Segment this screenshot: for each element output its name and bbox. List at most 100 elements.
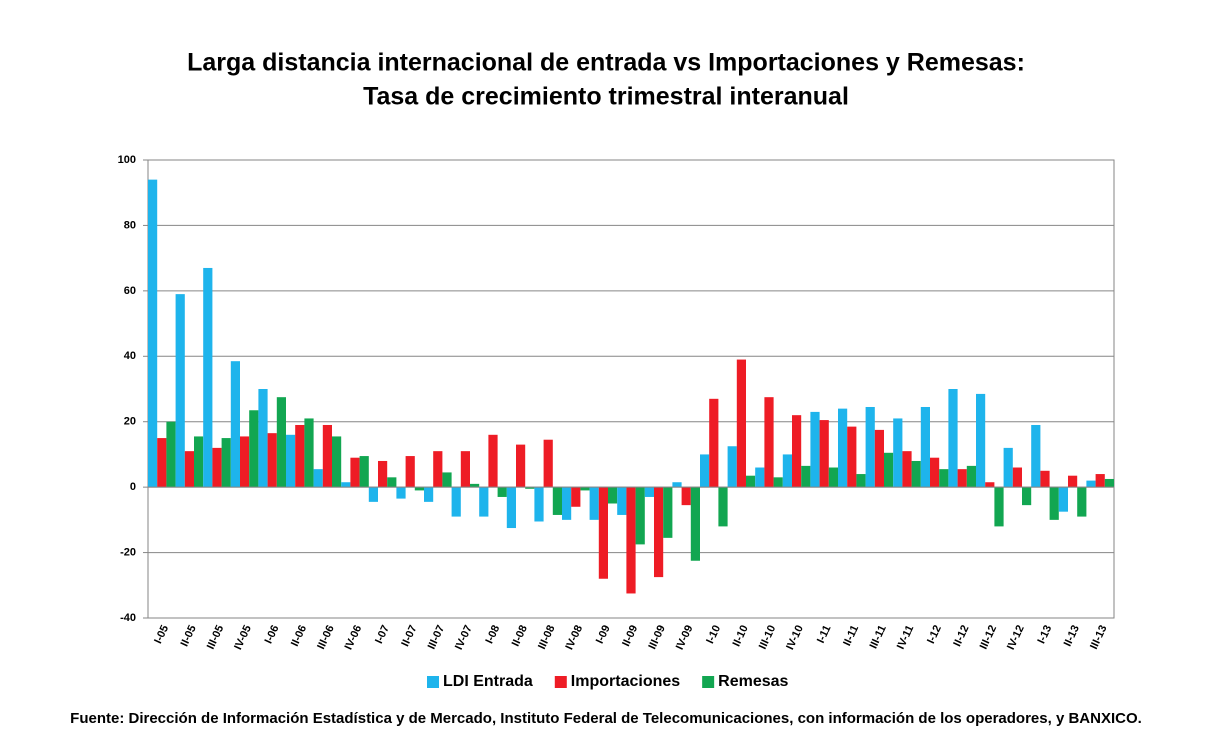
bar xyxy=(240,436,250,488)
y-tick-label: 0 xyxy=(130,481,136,493)
x-tick-label: I-06 xyxy=(263,623,282,645)
y-tick-label: -20 xyxy=(120,546,136,558)
bar xyxy=(230,361,240,488)
bar xyxy=(516,444,526,488)
bar xyxy=(460,451,470,488)
legend-label: LDI Entrada xyxy=(443,673,533,690)
bar xyxy=(589,487,599,520)
bar xyxy=(902,451,912,488)
bar xyxy=(608,487,618,504)
bar xyxy=(249,410,259,488)
legend-label: Remesas xyxy=(718,673,788,690)
bar xyxy=(322,424,332,488)
bar xyxy=(884,452,894,488)
bar xyxy=(985,482,995,488)
bar xyxy=(341,482,351,488)
bar xyxy=(838,408,848,488)
x-tick-label: IV-09 xyxy=(674,623,696,651)
bar xyxy=(148,179,158,488)
bar xyxy=(690,487,700,561)
bar xyxy=(442,472,452,488)
bar xyxy=(626,487,636,594)
bar xyxy=(497,487,507,497)
bar xyxy=(479,487,489,517)
x-tick-label: III-05 xyxy=(205,623,226,651)
x-tick-label: I-10 xyxy=(704,623,723,645)
x-tick-label: II-10 xyxy=(731,623,751,648)
x-tick-label: III-07 xyxy=(426,623,447,651)
y-tick-label: 60 xyxy=(124,285,136,297)
bar xyxy=(405,456,415,488)
bar xyxy=(672,482,682,488)
chart-title: Larga distancia internacional de entrada… xyxy=(187,49,1025,77)
bar xyxy=(276,397,286,488)
bar xyxy=(1058,487,1068,512)
bar xyxy=(368,487,378,502)
bar xyxy=(663,487,673,538)
bar xyxy=(939,469,949,488)
legend-swatch xyxy=(702,676,715,688)
bar xyxy=(654,487,664,578)
bar xyxy=(598,487,608,579)
bar xyxy=(267,433,277,488)
bar xyxy=(580,487,590,491)
x-tick-label: II-07 xyxy=(399,623,419,648)
y-tick-label: 20 xyxy=(124,416,136,428)
bar xyxy=(286,434,296,488)
bar xyxy=(746,475,756,488)
x-tick-label: IV-10 xyxy=(784,623,806,651)
bar xyxy=(865,406,875,488)
bar xyxy=(350,457,360,488)
bar xyxy=(194,436,204,488)
bar xyxy=(1003,447,1013,488)
bar xyxy=(1068,475,1078,488)
bar xyxy=(994,487,1004,527)
x-tick-label: I-07 xyxy=(373,623,392,645)
bar xyxy=(166,421,176,488)
bar xyxy=(258,389,268,488)
x-tick-label: IV-12 xyxy=(1005,623,1027,651)
bar xyxy=(782,454,792,488)
bar xyxy=(736,359,746,488)
bar xyxy=(396,487,406,499)
x-tick-label: II-11 xyxy=(841,623,861,647)
bar xyxy=(1031,424,1041,488)
x-tick-label: III-08 xyxy=(536,623,557,651)
x-tick-label: II-06 xyxy=(289,623,309,648)
bar xyxy=(764,397,774,488)
x-tick-label: II-09 xyxy=(620,623,640,648)
bar xyxy=(212,447,222,488)
legend-swatch xyxy=(427,676,439,688)
bar xyxy=(433,451,443,488)
bar xyxy=(175,294,185,488)
bar xyxy=(792,415,802,488)
x-tick-label: IV-06 xyxy=(343,623,365,651)
bar xyxy=(1104,478,1114,488)
x-tick-label: III-09 xyxy=(646,623,667,651)
x-tick-label: I-13 xyxy=(1035,623,1054,645)
bar xyxy=(534,487,544,522)
bar xyxy=(571,487,581,507)
bar xyxy=(414,487,424,491)
bar xyxy=(819,420,829,488)
bar xyxy=(387,477,397,488)
bar xyxy=(488,434,498,488)
bar xyxy=(644,487,654,497)
bar xyxy=(948,389,958,488)
x-tick-label: IV-08 xyxy=(563,623,585,651)
bar xyxy=(810,411,820,488)
chart-title: Tasa de crecimiento trimestral interanua… xyxy=(363,83,849,111)
x-tick-label: IV-05 xyxy=(232,623,254,651)
bar xyxy=(617,487,627,515)
x-tick-label: I-11 xyxy=(815,623,834,645)
x-tick-label: II-12 xyxy=(951,623,971,648)
bar xyxy=(976,393,986,488)
bar xyxy=(525,487,535,489)
bar xyxy=(304,418,314,488)
y-tick-label: -40 xyxy=(120,612,136,624)
x-tick-label: I-12 xyxy=(925,623,944,645)
bar xyxy=(552,487,562,515)
bar xyxy=(506,487,516,529)
bar xyxy=(718,487,728,527)
bar xyxy=(893,418,903,488)
